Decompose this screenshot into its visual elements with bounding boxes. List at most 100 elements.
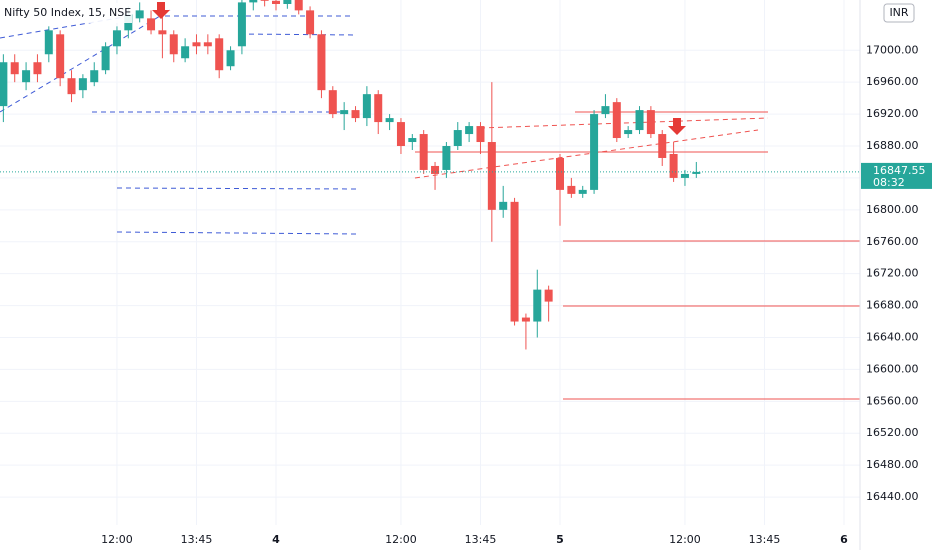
candle-body (590, 114, 599, 190)
trend-line (414, 129, 759, 179)
candle-body (476, 126, 485, 143)
candle-body (419, 134, 428, 170)
y-tick-label: 16440.00 (866, 490, 919, 503)
level-line (116, 231, 358, 235)
candle-body (294, 0, 303, 11)
candle-body (408, 138, 417, 143)
candle-body (192, 42, 201, 47)
candle-body (317, 34, 326, 91)
candle-body (260, 0, 269, 1)
y-tick-label: 16880.00 (866, 139, 919, 152)
x-tick-label: 4 (272, 533, 280, 546)
candle-body (33, 62, 42, 75)
candles (0, 0, 860, 350)
y-tick-label: 16640.00 (866, 331, 919, 344)
candle-body (646, 110, 655, 135)
candle-body (578, 189, 587, 194)
candle-body (158, 30, 167, 35)
candle-body (544, 289, 553, 302)
candle-body (396, 122, 405, 147)
candle-body (362, 94, 371, 119)
last-price-box (861, 162, 932, 189)
trend-line (0, 9, 171, 113)
candle-body (112, 30, 121, 47)
candle-body (521, 317, 530, 322)
signal-arrow (668, 118, 686, 135)
candle-body (272, 0, 280, 4)
candle-body (22, 70, 31, 83)
candle-body (601, 106, 610, 115)
title-bg (0, 3, 132, 23)
candle-body (147, 18, 156, 31)
x-tick-label: 6 (840, 533, 848, 546)
y-tick-label: 16800.00 (866, 203, 919, 216)
candle-body (556, 157, 564, 190)
time-axis (0, 525, 860, 550)
currency-badge (883, 3, 915, 23)
level-line (116, 187, 358, 190)
candle-body (442, 146, 451, 170)
candle-body (510, 201, 519, 322)
y-tick-label: 17000.00 (866, 43, 919, 56)
candle-body (56, 34, 65, 79)
candle-body (249, 0, 258, 3)
candle-body (101, 46, 110, 71)
x-tick-label: 12:00 (669, 533, 701, 546)
candle-body (226, 50, 235, 67)
candle-body (181, 46, 190, 59)
y-tick-label: 16520.00 (866, 426, 919, 439)
candle-body (465, 126, 474, 135)
candle-body (453, 130, 462, 147)
candle-body (692, 171, 701, 174)
candle-body (67, 78, 76, 95)
y-tick-label: 16760.00 (866, 235, 919, 248)
last-price-label: 16847.55 (873, 164, 926, 177)
x-tick-label: 13:45 (181, 533, 213, 546)
candle-body (306, 10, 315, 35)
candle-body (351, 110, 360, 119)
x-tick-label: 12:00 (101, 533, 133, 546)
candle-body (658, 134, 667, 158)
candle-body (78, 78, 87, 91)
grid (0, 0, 860, 525)
candle-body (90, 70, 99, 83)
candle-body (44, 30, 53, 55)
candle-body (431, 165, 440, 174)
x-tick-label: 13:45 (465, 533, 497, 546)
candle-body (328, 90, 337, 115)
candle-body (340, 110, 349, 115)
candle-body (669, 153, 678, 178)
drawings (0, 9, 862, 400)
candle-body (533, 289, 542, 322)
candle-body (215, 38, 224, 71)
candle-body (612, 102, 621, 139)
y-tick-label: 16920.00 (866, 107, 919, 120)
level-line (239, 33, 357, 36)
candle-body (0, 62, 8, 107)
candle-body (135, 10, 144, 19)
x-tick-label: 5 (556, 533, 564, 546)
candle-body (283, 0, 292, 4)
candle-body (635, 110, 644, 131)
candle-body (203, 42, 212, 47)
candle-body (237, 2, 246, 47)
candle-body (567, 185, 576, 194)
x-tick-label: 13:45 (749, 533, 781, 546)
x-tick-label: 12:00 (385, 533, 417, 546)
trend-line (479, 117, 769, 129)
chart-title: Nifty 50 Index, 15, NSE (4, 6, 131, 19)
y-tick-label: 16720.00 (866, 267, 919, 280)
candle-body (374, 94, 383, 123)
price-axis (860, 0, 932, 550)
y-tick-label: 16960.00 (866, 75, 919, 88)
currency: INR (889, 6, 908, 19)
axes: 16440.00 16480.00 16520.00 16560.00 16600.00… (101, 43, 932, 546)
candle-body (499, 201, 508, 210)
candle-body (487, 142, 496, 210)
candle-body (680, 173, 689, 178)
y-tick-label: 16680.00 (866, 299, 919, 312)
y-tick-label: 16600.00 (866, 362, 919, 375)
candle-body (169, 34, 178, 55)
y-tick-label: 16480.00 (866, 458, 919, 471)
